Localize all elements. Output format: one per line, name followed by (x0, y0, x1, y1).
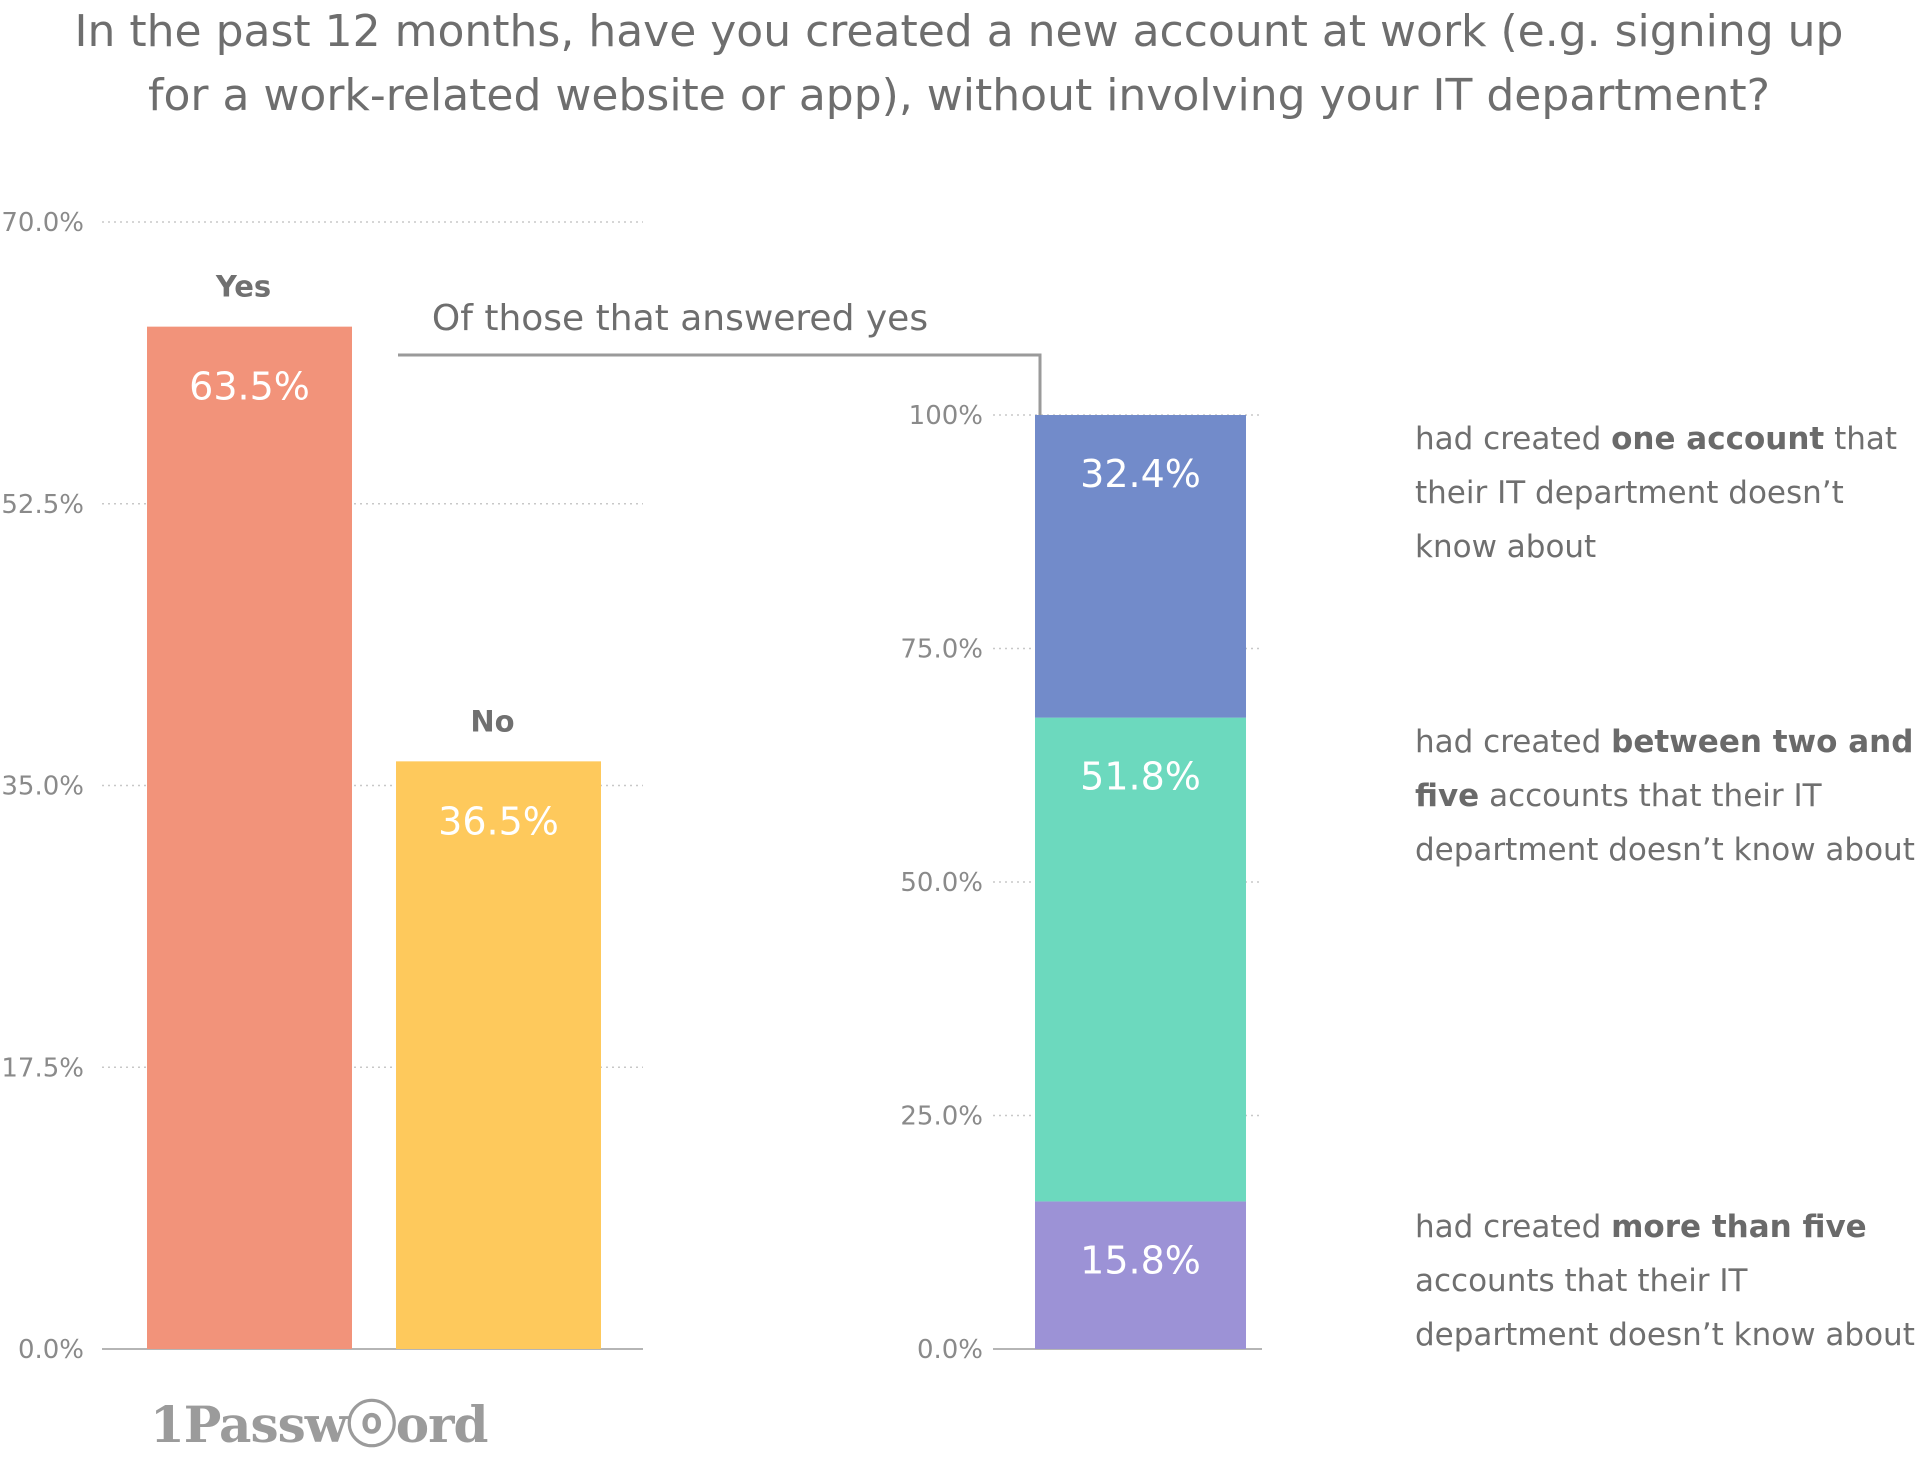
stacked-segment (1035, 1201, 1246, 1349)
category-label: No (470, 704, 514, 738)
y-tick-label: 25.0% (900, 1102, 983, 1132)
chart-title-line-2: for a work-related website or app), with… (148, 70, 1770, 121)
callout-connector-line (398, 353, 1042, 415)
y-tick-label: 50.0% (900, 868, 983, 898)
y-tick-label: 75.0% (900, 635, 983, 665)
data-label: 36.5% (438, 799, 559, 843)
bar-yes (147, 326, 352, 1349)
data-label: 15.8% (1080, 1238, 1201, 1282)
annotation-two-to-five-accounts: had created between two and five account… (1415, 724, 1915, 868)
data-label: 32.4% (1080, 452, 1201, 496)
annotation-one-account: had created one account that their IT de… (1415, 421, 1898, 565)
callout: Of those that answered yes (398, 298, 1042, 415)
y-tick-label: 100% (909, 401, 983, 431)
left-bar-chart: 0.0% 17.5% 35.0% 52.5% 70.0% Yes 63.5% No 36.5% (1, 208, 643, 1365)
y-tick-label: 70.0% (1, 208, 84, 238)
annotation-more-than-five-accounts: had created more than five accounts that… (1415, 1209, 1915, 1353)
bar-no (396, 761, 601, 1349)
y-tick-label: 52.5% (1, 490, 84, 520)
chart-title: In the past 12 months, have you created … (0, 0, 1918, 128)
y-tick-label: 0.0% (18, 1335, 84, 1365)
y-tick-label: 35.0% (1, 772, 84, 802)
chart-title-line-1: In the past 12 months, have you created … (74, 6, 1844, 57)
stacked-segment (1035, 415, 1246, 718)
category-label: Yes (215, 270, 271, 304)
1password-logo: 1Passwⓞord (150, 1395, 488, 1454)
callout-label: Of those that answered yes (432, 298, 928, 339)
y-tick-label: 0.0% (917, 1335, 983, 1365)
stacked-segment (1035, 717, 1246, 1202)
y-tick-label: 17.5% (1, 1053, 84, 1083)
data-label: 63.5% (189, 365, 310, 409)
right-stacked-chart: 0.0% 25.0% 50.0% 75.0% 100% 15.8% 51.8% 32.4% (900, 401, 1262, 1365)
data-label: 51.8% (1080, 755, 1201, 799)
